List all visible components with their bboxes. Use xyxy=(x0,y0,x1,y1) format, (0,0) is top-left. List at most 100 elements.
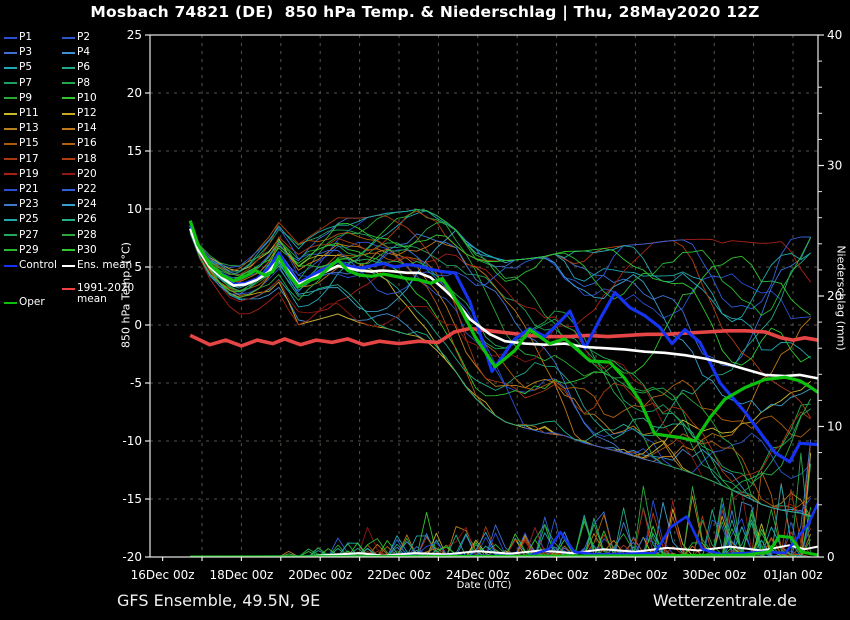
legend-control-label: Control xyxy=(19,259,57,271)
ensemble-member-precip-line xyxy=(190,518,812,557)
legend-member-p6: P6 xyxy=(62,61,90,74)
legend-oper-swatch xyxy=(4,301,17,304)
legend-member-p22: P22 xyxy=(62,183,97,196)
date-tick-label: 16Dec 00z xyxy=(131,568,195,582)
ensemble-member-temp-line xyxy=(189,229,811,518)
precip-tick-label: 10 xyxy=(827,420,842,434)
legend-member-p20-label: P20 xyxy=(77,167,97,180)
legend-control-swatch xyxy=(4,264,17,267)
legend-member-p4-swatch xyxy=(62,51,75,54)
date-tick-label: 24Dec 00z xyxy=(446,568,510,582)
legend-oper-label: Oper xyxy=(19,296,45,308)
legend-member-p4: P4 xyxy=(62,46,90,59)
legend-member-p16-label: P16 xyxy=(77,137,97,150)
legend-member-p29-label: P29 xyxy=(19,243,39,256)
legend-clim-mean-swatch xyxy=(62,288,75,290)
legend-member-p11-swatch xyxy=(4,112,17,115)
legend-member-p1-label: P1 xyxy=(19,31,33,43)
legend-ens-mean-swatch xyxy=(62,264,75,267)
ensemble-member-precip-line xyxy=(190,439,812,557)
legend-member-p26-label: P26 xyxy=(77,213,97,226)
ensemble-member-temp-line xyxy=(189,229,812,437)
date-tick-label: 26Dec 00z xyxy=(525,568,589,582)
legend-member-p20: P20 xyxy=(62,168,97,181)
control-precip-line xyxy=(190,502,818,557)
ensemble-member-precip-line xyxy=(190,439,812,557)
legend-member-p17: P17 xyxy=(4,153,39,166)
legend-member-p8: P8 xyxy=(62,77,90,90)
legend-member-p3: P3 xyxy=(4,46,32,59)
footer-site-name: Wetterzentrale.de xyxy=(652,591,797,610)
legend-member-p15: P15 xyxy=(4,137,39,150)
legend-control: Control xyxy=(4,259,57,272)
control-line xyxy=(188,224,818,464)
legend-member-p10-swatch xyxy=(62,97,75,100)
legend-member-p9: P9 xyxy=(4,92,32,105)
ensemble-member-temp-line xyxy=(189,231,812,328)
ensemble-member-precip-line xyxy=(190,501,811,557)
legend-member-p10: P10 xyxy=(62,92,97,105)
legend-member-p15-swatch xyxy=(4,142,17,145)
legend-member-p1-swatch xyxy=(4,36,17,39)
ensemble-member-temp-line xyxy=(189,231,812,479)
legend-member-p8-label: P8 xyxy=(77,76,91,89)
temp-axis-label: 850 hPa Temp. (°C) xyxy=(119,242,133,348)
temp-tick-label: -5 xyxy=(130,376,142,390)
legend-member-p3-swatch xyxy=(4,51,17,54)
ensemble-member-temp-line xyxy=(189,223,811,366)
ensemble-member-temp-line xyxy=(189,227,811,413)
legend-member-p11-label: P11 xyxy=(19,107,39,119)
legend-member-p12: P12 xyxy=(62,107,97,120)
1991-2020-mean-line xyxy=(189,326,818,348)
legend-member-p3-label: P3 xyxy=(19,46,33,59)
date-tick-label: 18Dec 00z xyxy=(209,568,273,582)
ensemble-member-temp-line xyxy=(189,210,812,419)
legend-member-p28-label: P28 xyxy=(77,228,97,241)
legend-member-p7: P7 xyxy=(4,77,32,90)
legend-member-p29-swatch xyxy=(4,249,17,252)
legend-member-p26: P26 xyxy=(62,213,97,226)
legend-member-p19-label: P19 xyxy=(19,167,39,180)
temp-tick-label: 10 xyxy=(127,202,142,216)
precip-tick-label: 40 xyxy=(827,28,842,42)
legend-member-p18-label: P18 xyxy=(77,152,97,165)
legend-member-p23-swatch xyxy=(4,203,17,206)
date-tick-label: 22Dec 00z xyxy=(367,568,431,582)
ens-mean-line xyxy=(188,228,818,380)
ensemble-member-temp-line xyxy=(189,225,812,462)
legend-member-p13-swatch xyxy=(4,127,17,130)
oper-line xyxy=(188,220,818,443)
oper-precip-line xyxy=(190,534,818,557)
temp-tick-label: 0 xyxy=(134,318,142,332)
temp-tick-label: 5 xyxy=(134,260,142,274)
legend-member-p20-swatch xyxy=(62,173,75,176)
legend-member-p14-label: P14 xyxy=(77,122,97,135)
ensemble-member-precip-line xyxy=(190,483,812,557)
ensemble-member-temp-line xyxy=(189,208,811,323)
legend-member-p25-label: P25 xyxy=(19,213,39,226)
legend-member-p1: P1 xyxy=(4,31,32,44)
legend-member-p7-label: P7 xyxy=(19,76,33,89)
legend-member-p12-swatch xyxy=(62,112,75,115)
temp-tick-label: 20 xyxy=(127,86,142,100)
legend-member-p2-swatch xyxy=(62,36,75,39)
legend-member-p26-swatch xyxy=(62,218,75,221)
legend-member-p27: P27 xyxy=(4,229,39,242)
legend-member-p6-label: P6 xyxy=(77,61,91,74)
legend-member-p30: P30 xyxy=(62,244,97,257)
temp-tick-label: 15 xyxy=(127,144,142,158)
ensemble-member-temp-line xyxy=(189,226,811,494)
plot-border xyxy=(149,34,819,558)
temp-tick-label: -20 xyxy=(122,550,142,564)
legend-clim-mean: 1991-2020 mean xyxy=(62,283,134,305)
legend-member-p10-label: P10 xyxy=(77,91,97,104)
legend-member-p14-swatch xyxy=(62,127,75,130)
legend-member-p25-swatch xyxy=(4,218,17,221)
precip-tick-label: 0 xyxy=(827,550,835,564)
legend-member-p30-swatch xyxy=(62,249,75,252)
legend-member-p27-swatch xyxy=(4,234,17,237)
date-tick-label: 01Jan 00z xyxy=(763,568,822,582)
precip-tick-label: 30 xyxy=(827,159,842,173)
legend-member-p17-swatch xyxy=(4,158,17,161)
legend-member-p5: P5 xyxy=(4,61,32,74)
